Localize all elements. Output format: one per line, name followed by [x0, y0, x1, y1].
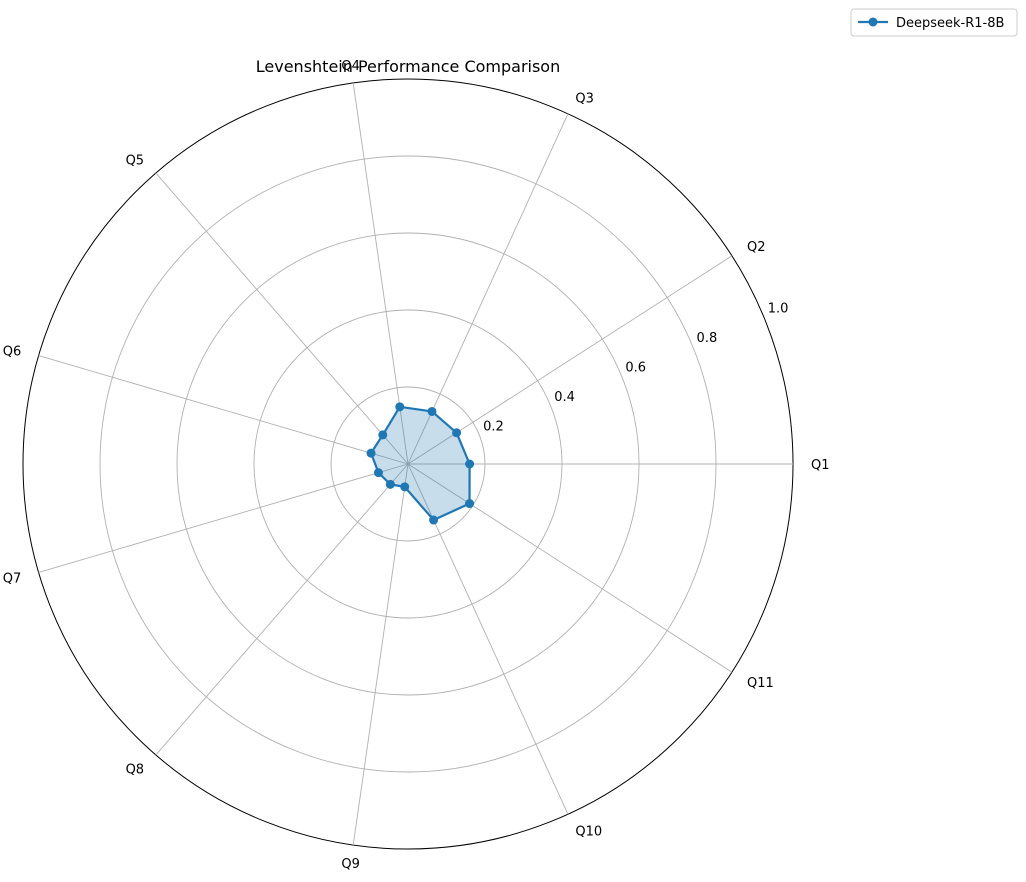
grid-spoke: [407, 113, 569, 465]
series-layer: [366, 402, 475, 525]
radial-tick-label: 0.4: [554, 390, 575, 405]
series-fill-area: [371, 406, 470, 521]
data-point: [373, 468, 383, 478]
radial-tick-label: 1.0: [768, 302, 789, 317]
grid-layer: [22, 78, 794, 850]
data-point: [429, 515, 439, 525]
category-label: Q3: [575, 91, 594, 106]
category-label: Q4: [341, 59, 360, 74]
series-line: [369, 405, 471, 522]
category-label: Q8: [126, 763, 145, 778]
category-label: Q7: [3, 572, 22, 587]
category-labels: Q1 Q2 Q3 Q4 Q5 Q6 Q7 Q8 Q9 Q10 Q11: [3, 59, 830, 872]
category-label: Q10: [575, 825, 602, 840]
data-point: [465, 499, 475, 509]
legend-point-marker: [868, 17, 878, 27]
radial-tick-labels: 0.2 0.4 0.6 0.8 1.0: [483, 302, 788, 435]
category-label: Q11: [747, 676, 774, 691]
data-point: [385, 479, 395, 489]
data-point: [395, 402, 405, 412]
grid-spoke: [155, 172, 409, 465]
chart-title: Levenshtein Performance Comparison: [256, 57, 560, 76]
grid-spoke: [407, 463, 733, 673]
category-label: Q1: [811, 458, 830, 473]
radial-tick-label: 0.2: [483, 420, 504, 435]
grid-spoke: [38, 463, 409, 573]
category-label: Q6: [3, 344, 22, 359]
grid-spoke: [352, 82, 409, 465]
radial-tick-label: 0.6: [625, 361, 646, 376]
radial-tick-label: 0.8: [697, 331, 718, 346]
category-label: Q9: [341, 857, 360, 872]
legend: Deepseek-R1-8B: [850, 8, 1018, 37]
data-point: [400, 482, 410, 492]
grid-spoke: [38, 355, 409, 465]
legend-frame: [850, 8, 1018, 37]
data-point: [452, 428, 462, 438]
grid-spoke: [155, 463, 409, 756]
category-label: Q2: [747, 240, 766, 255]
data-point: [465, 459, 475, 469]
grid-spoke: [407, 255, 733, 465]
category-label: Q5: [126, 153, 145, 168]
data-point: [427, 406, 437, 416]
data-point: [378, 430, 388, 440]
legend-entry-label: Deepseek-R1-8B: [896, 16, 1004, 31]
grid-spoke: [352, 463, 409, 846]
data-point: [366, 448, 376, 458]
